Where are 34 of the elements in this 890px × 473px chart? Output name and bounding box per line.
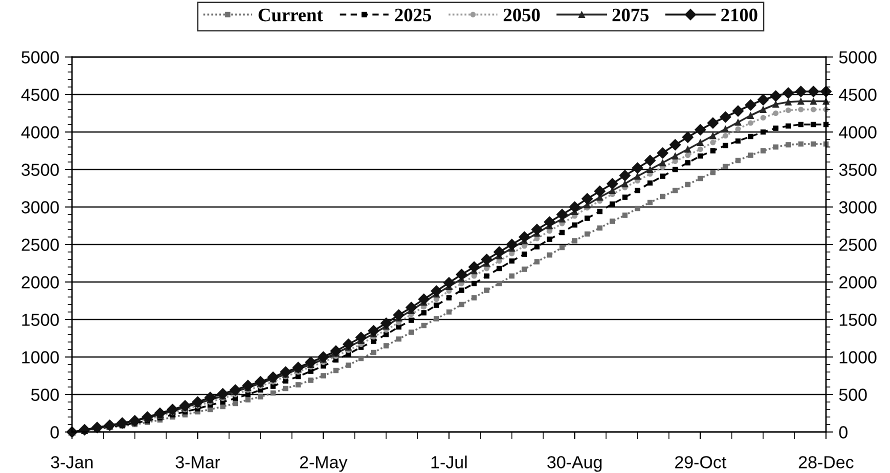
y2-tick-label: 4000	[838, 126, 876, 138]
x-tick-label: 30-Aug	[547, 456, 602, 472]
x-tick-label: 1-Jul	[432, 456, 467, 468]
y2-tick-label: 4500	[838, 88, 876, 101]
y-tick-label: 5000	[22, 51, 59, 64]
y2-tick-label: 3000	[839, 201, 876, 214]
legend-label: 2025	[395, 8, 432, 22]
y2-tick-label: 1500	[840, 314, 876, 326]
y2-tick-label: 2000	[839, 276, 876, 288]
y-tick-label: 1500	[22, 314, 59, 326]
y-tick-label: 1000	[22, 351, 59, 364]
legend-label: 2050	[504, 8, 540, 22]
y-tick-label: 4000	[21, 126, 59, 138]
x-tick-label: 28-Dec	[798, 456, 854, 468]
legend-label: 2075	[612, 8, 649, 22]
x-tick-label: 29-Oct	[675, 456, 726, 468]
y-tick-label: 2500	[22, 238, 59, 251]
y-tick-label: 0	[50, 426, 59, 438]
x-tick-label: 3-Mar	[176, 456, 220, 468]
y2-tick-label: 5000	[839, 51, 876, 64]
y2-tick-label: 500	[839, 388, 867, 401]
y2-tick-label: 1000	[840, 351, 876, 364]
y-tick-label: 3500	[22, 164, 59, 176]
legend-label: 2100	[721, 8, 758, 22]
y-tick-label: 3000	[22, 201, 59, 214]
x-tick-label: 2-May	[300, 456, 348, 472]
y2-tick-label: 3500	[839, 164, 876, 176]
y2-tick-label: 0	[839, 426, 848, 438]
y2-tick-label: 2500	[839, 238, 876, 251]
x-tick-label: 3-Jan	[50, 456, 93, 468]
y-tick-label: 4500	[21, 88, 59, 101]
legend-label: Current	[258, 8, 323, 22]
y-tick-label: 2000	[22, 276, 59, 288]
y-tick-label: 500	[31, 388, 59, 401]
